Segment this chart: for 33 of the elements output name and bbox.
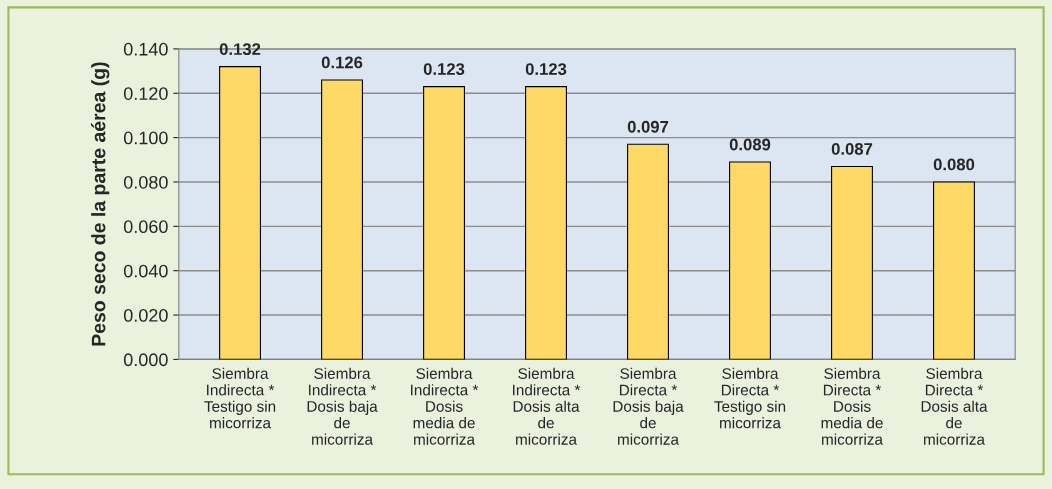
data-label: 0.080 (933, 158, 975, 171)
y-tick-label: 0.080 (123, 175, 168, 189)
bar (831, 165, 873, 360)
data-label: 0.126 (321, 56, 363, 69)
y-tick-label: 0.000 (123, 353, 168, 367)
x-tick-label: Siembra Directa * Dosis media de micorriza (821, 367, 883, 445)
bar (219, 66, 261, 360)
y-tick-label: 0.100 (123, 131, 168, 145)
y-tick-label: 0.020 (123, 308, 168, 322)
bar (933, 181, 975, 360)
data-label: 0.087 (831, 143, 873, 155)
x-tick-label: Siembra Directa * Dosis alta de micorriza (921, 367, 988, 445)
bar (627, 143, 669, 360)
bar (423, 86, 465, 360)
data-label: 0.123 (525, 63, 567, 75)
x-tick-label: Siembra Indirecta * Testigo sin micorriza (204, 367, 276, 429)
data-label: 0.123 (423, 63, 465, 75)
bar (525, 86, 567, 360)
x-tick-label: Siembra Directa * Testigo sin micorriza (714, 367, 786, 429)
y-tick-label: 0.060 (123, 220, 168, 234)
x-tick-label: Siembra Indirecta * Dosis baja de micorriza (307, 367, 378, 445)
x-tick-label: Siembra Indirecta * Dosis media de micorriza (411, 367, 479, 445)
x-tick-label: Siembra Directa * Dosis baja de micorriza (613, 367, 684, 445)
data-label: 0.132 (219, 43, 261, 56)
y-axis-title: Peso seco de la parte aérea (g) (90, 62, 110, 346)
y-tick-label: 0.040 (123, 264, 168, 278)
y-tick-label: 0.120 (123, 87, 168, 100)
bar (729, 161, 771, 360)
x-tick-label: Siembra Indirecta * Dosis alta de micorriza (513, 367, 581, 445)
y-tick-label: 0.140 (123, 42, 168, 56)
bar (321, 79, 363, 360)
data-label: 0.089 (729, 138, 771, 151)
data-label: 0.097 (627, 120, 669, 133)
